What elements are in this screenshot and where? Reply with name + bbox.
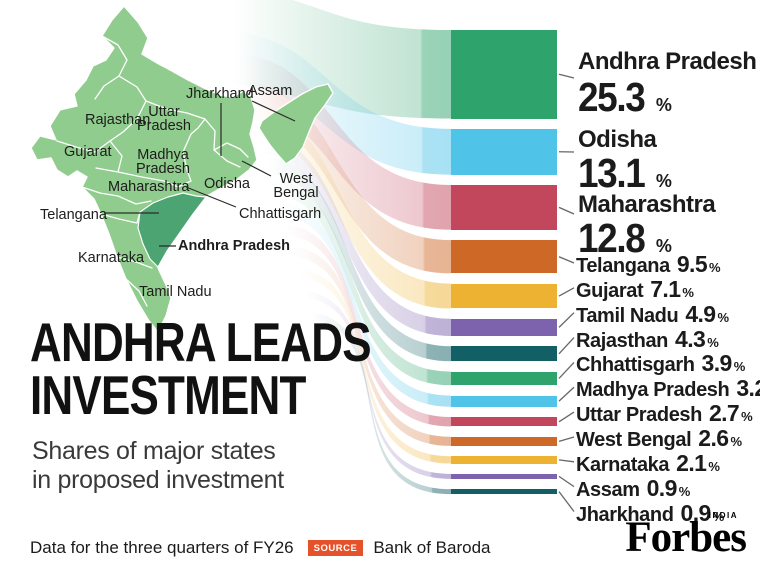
map-label-line xyxy=(251,100,296,122)
map-state-label: Rajasthan xyxy=(85,112,150,128)
map-state-label: Pradesh xyxy=(136,161,190,177)
map-state-label: Jharkhand xyxy=(186,86,254,102)
label-connectors xyxy=(558,73,575,512)
forbes-logo: INDIA Forbes xyxy=(625,511,747,561)
forbes-india-label: INDIA xyxy=(708,511,738,520)
india-northeast-shape xyxy=(258,83,334,165)
map-state-label: Maharashtra xyxy=(108,179,190,195)
share-connector-line xyxy=(558,459,575,463)
footer: Data for the three quarters of FY26 SOUR… xyxy=(30,538,491,558)
map-state-label: Chhattisgarh xyxy=(239,206,321,222)
map-state-label: Bengal xyxy=(273,185,318,201)
page-title: ANDHRA LEADS INVESTMENT xyxy=(30,311,456,426)
flow-ribbon xyxy=(238,32,451,175)
share-connector-line xyxy=(558,312,575,328)
subtitle-line-2: in proposed investment xyxy=(32,466,284,494)
share-connector-line xyxy=(558,436,575,442)
india-map xyxy=(30,5,334,333)
forbes-wordmark: Forbes xyxy=(625,514,747,561)
share-connector-line xyxy=(558,287,575,297)
share-connector-line xyxy=(558,475,575,488)
page-subtitle: Shares of major states in proposed inves… xyxy=(32,437,284,495)
map-state-label: Andhra Pradesh xyxy=(178,238,290,254)
map-state-label: Assam xyxy=(248,83,292,99)
india-mainland-shape xyxy=(30,5,258,333)
share-connector-line xyxy=(558,256,575,264)
share-connector-line xyxy=(558,411,575,423)
map-label-line xyxy=(241,160,272,177)
share-connector-line xyxy=(558,206,575,215)
source-value: Bank of Baroda xyxy=(373,538,491,557)
share-connector-line xyxy=(558,73,575,79)
map-labels: JharkhandAssamRajasthanUttarPradeshGujar… xyxy=(40,83,321,300)
map-state-label: Pradesh xyxy=(137,118,191,134)
source-badge: SOURCE xyxy=(307,540,364,556)
state-borders xyxy=(56,35,249,307)
share-connector-line xyxy=(558,386,575,402)
subtitle-line-1: Shares of major states xyxy=(32,437,276,465)
map-state-label: Karnataka xyxy=(78,250,145,266)
andhra-pradesh-highlight xyxy=(137,192,207,268)
map-state-label: Tamil Nadu xyxy=(139,284,212,300)
map-state-label: Gujarat xyxy=(64,144,112,160)
share-connector-line xyxy=(558,361,575,379)
map-label-line xyxy=(185,186,237,208)
map-state-label: Odisha xyxy=(204,176,251,192)
map-state-label: Telangana xyxy=(40,207,108,223)
footer-note: Data for the three quarters of FY26 xyxy=(30,538,294,557)
map-state-label: Madhya xyxy=(137,147,190,163)
flow-ribbon xyxy=(268,156,451,362)
map-state-label: West xyxy=(280,171,313,187)
share-connector-line xyxy=(558,337,575,355)
title-line-1: ANDHRA LEADS xyxy=(30,311,372,373)
map-state-label: Uttar xyxy=(148,104,180,120)
share-connector-line xyxy=(558,491,575,512)
title-line-2: INVESTMENT xyxy=(30,364,306,426)
